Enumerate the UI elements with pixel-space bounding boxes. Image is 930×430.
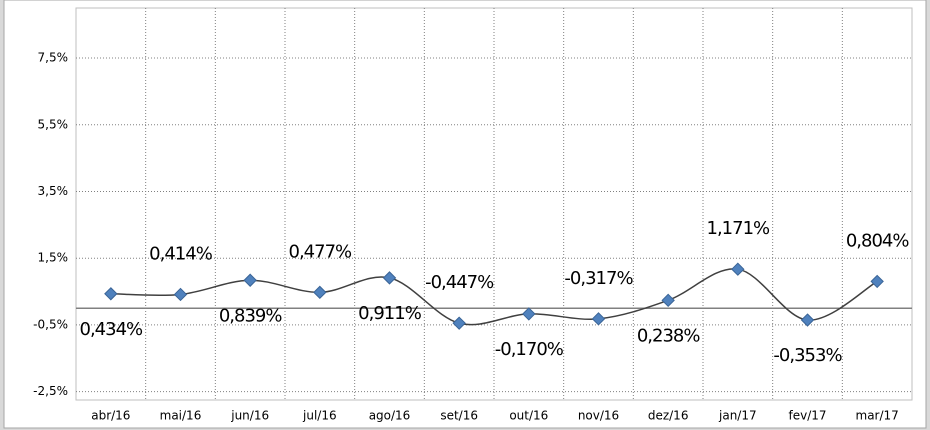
x-tick-label: fev/17 [788, 409, 826, 423]
data-label: 0,238% [637, 325, 701, 346]
x-tick-label: out/16 [509, 409, 548, 423]
data-label: -0,170% [495, 339, 564, 360]
y-tick-label: 7,5% [38, 51, 69, 65]
data-label: 1,171% [707, 218, 771, 239]
data-label: -0,447% [425, 272, 494, 293]
marker [104, 287, 118, 301]
marker [800, 313, 815, 327]
marker [731, 262, 745, 276]
x-tick-label: set/16 [440, 409, 478, 423]
y-tick-label: 1,5% [38, 251, 69, 265]
data-label: 0,434% [80, 319, 144, 340]
data-label: 0,804% [846, 230, 910, 251]
x-tick-label: mar/17 [856, 409, 899, 423]
data-label: -0,317% [564, 268, 633, 289]
marker [313, 285, 327, 300]
x-tick-label: dez/16 [648, 409, 689, 423]
x-tick-label: nov/16 [578, 409, 619, 423]
data-label: 0,911% [358, 303, 422, 324]
marker [591, 312, 606, 326]
y-tick-label: 3,5% [38, 184, 69, 198]
data-label: 0,414% [149, 243, 213, 264]
marker [870, 274, 884, 289]
data-label: -0,353% [773, 345, 842, 366]
marker [661, 293, 675, 308]
y-tick-label: -2,5% [33, 384, 68, 398]
marker [243, 273, 257, 287]
x-tick-label: jul/16 [302, 409, 337, 423]
y-tick-label: 5,5% [38, 117, 69, 131]
data-label: 0,477% [289, 241, 353, 262]
x-tick-label: jan/17 [718, 409, 757, 423]
marker [173, 287, 188, 302]
marker [522, 307, 536, 321]
x-tick-label: jun/16 [230, 409, 269, 423]
x-tick-label: abr/16 [91, 409, 130, 423]
y-tick-label: -0,5% [33, 317, 68, 331]
x-tick-label: mai/16 [160, 409, 202, 423]
marker [382, 271, 397, 285]
data-label: 0,839% [219, 305, 283, 326]
marker [452, 316, 466, 330]
x-tick-label: ago/16 [369, 409, 411, 423]
